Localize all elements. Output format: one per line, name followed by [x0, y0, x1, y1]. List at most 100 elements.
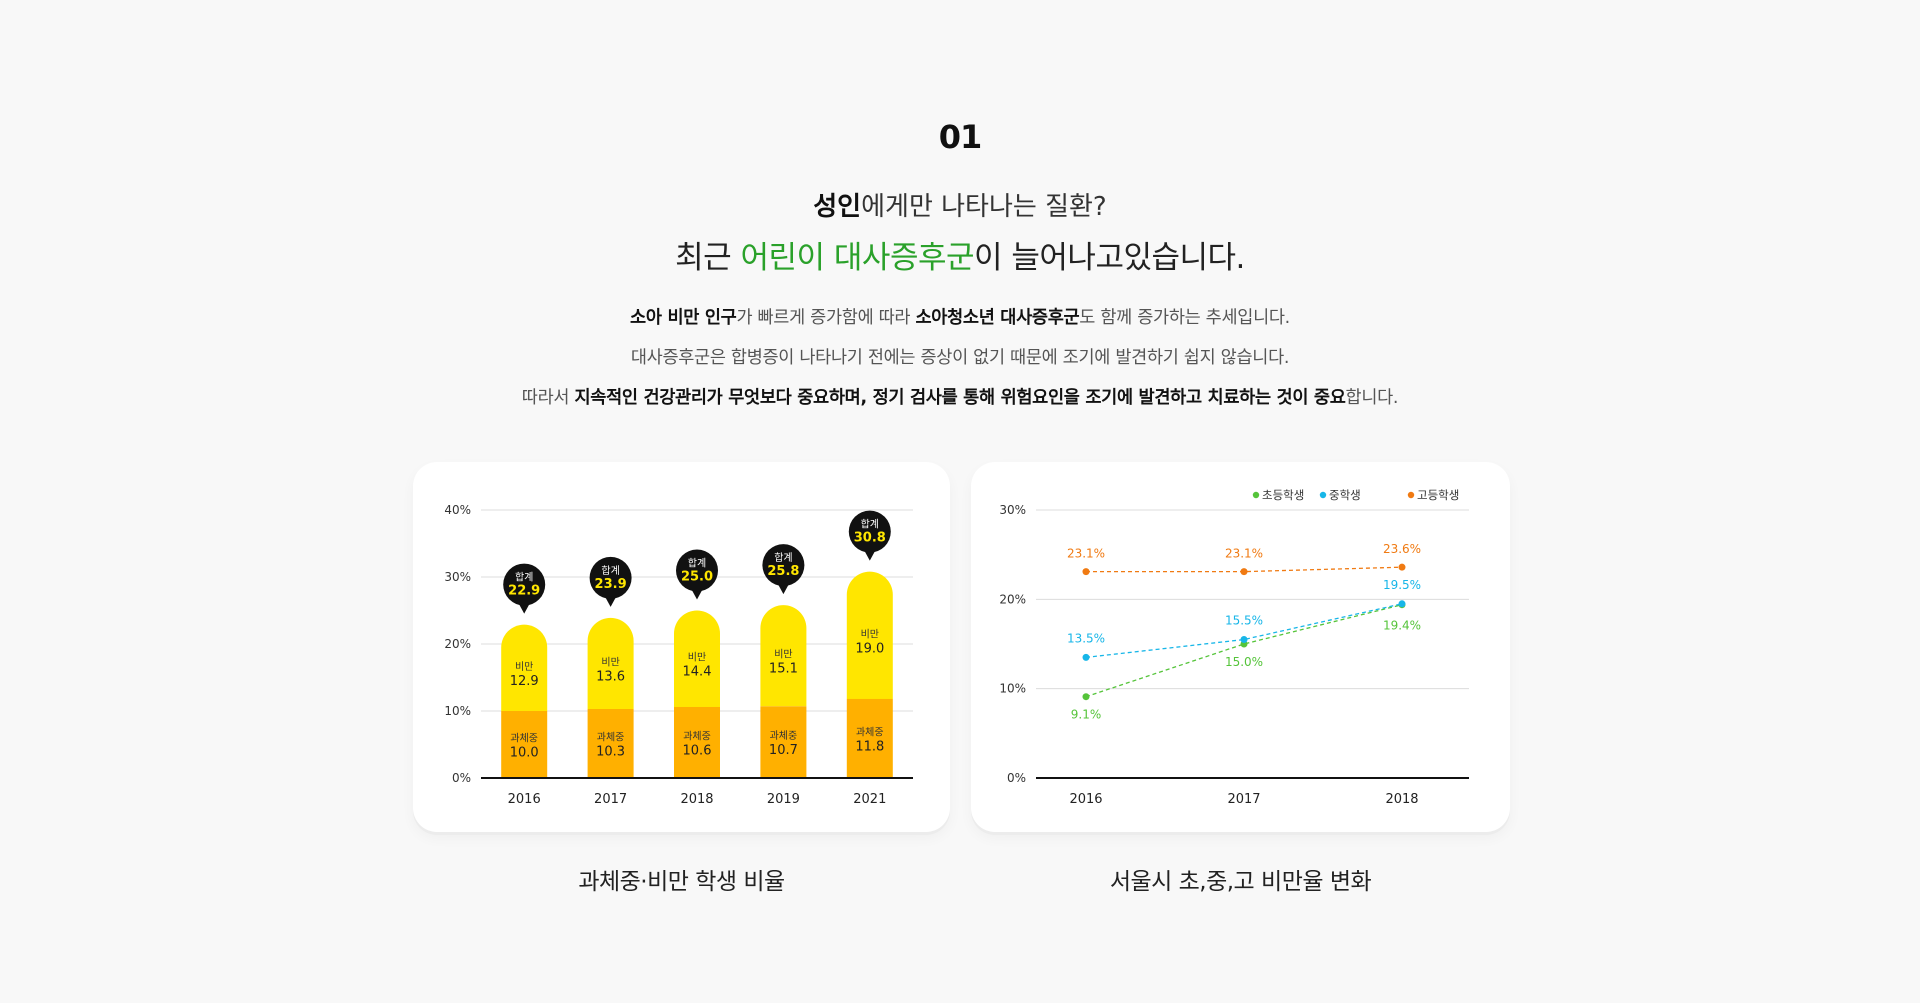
bar-obese-name: 비만: [861, 628, 879, 640]
heading-line1: 성인에게만 나타나는 질환?: [0, 186, 1920, 223]
bar-chart-card: 0% 10% 20% 30% 40% 과체중 10.0 비만 12.9 합계 22.9 2016 과체중…: [413, 462, 950, 832]
y-tick-label: 10%: [999, 682, 1026, 696]
x-tick-label: 2016: [508, 792, 541, 807]
legend-marker: [1252, 491, 1260, 499]
total-label: 합계: [861, 519, 879, 531]
bar-overweight-name: 과체중: [770, 730, 798, 742]
data-label: 9.1%: [1071, 708, 1102, 722]
total-label: 합계: [601, 565, 619, 577]
desc1-text2: 도 함께 증가하는 추세입니다.: [1079, 308, 1290, 328]
data-point: [1082, 653, 1090, 661]
x-tick-label: 2017: [594, 792, 627, 807]
legend-marker: [1407, 491, 1415, 499]
total-bubble: [762, 544, 805, 587]
heading-line1-rest: 에게만 나타나는 질환?: [861, 192, 1107, 222]
y-tick-label: 10%: [444, 704, 471, 718]
data-label: 23.1%: [1067, 547, 1105, 561]
bar-obese-value: 15.1: [769, 662, 798, 677]
y-tick-label: 30%: [999, 503, 1026, 517]
data-label: 19.5%: [1383, 578, 1421, 592]
total-label: 합계: [774, 552, 792, 564]
bar-overweight: [760, 706, 807, 778]
bar-overweight-name: 과체중: [856, 726, 884, 738]
heading-highlight: 어린이 대사증후군: [740, 240, 975, 276]
total-label: 합계: [515, 572, 533, 584]
bar-overweight-name: 과체중: [510, 733, 538, 745]
x-tick-label: 2017: [1227, 792, 1260, 807]
total-value: 25.8: [767, 564, 799, 579]
bar-overweight-name: 과체중: [683, 730, 711, 742]
data-point: [1398, 600, 1406, 608]
total-value: 25.0: [681, 570, 713, 585]
bar-obese-value: 12.9: [510, 674, 539, 689]
total-bubble: [848, 510, 891, 553]
bar-obese: [587, 617, 634, 709]
data-point: [1240, 568, 1248, 576]
series-line: [1085, 604, 1403, 698]
bar-obese-name: 비만: [601, 656, 619, 668]
x-tick-label: 2018: [680, 792, 713, 807]
desc3-text1: 따라서: [521, 388, 575, 408]
bar-overweight-value: 11.8: [855, 739, 884, 754]
bar-obese: [846, 571, 893, 699]
series-line: [1085, 603, 1403, 659]
line-chart: 0% 10% 20% 30% 2016 2017 2018 9.1% 15.0% 19.4% 13.…: [999, 488, 1469, 807]
description-line3: 따라서 지속적인 건강관리가 무엇보다 중요하며, 정기 검사를 통해 위험요인…: [0, 384, 1920, 409]
total-value: 22.9: [508, 584, 540, 599]
y-tick-label: 0%: [1007, 771, 1026, 785]
line-chart-caption: 서울시 초,중,고 비만율 변화: [1109, 869, 1372, 895]
y-tick-label: 20%: [999, 592, 1026, 606]
bar-overweight-name: 과체중: [597, 731, 625, 743]
x-tick-label: 2016: [1069, 792, 1102, 807]
heading-line2-post: 이 늘어나고있습니다.: [974, 240, 1245, 276]
data-point: [1398, 563, 1406, 571]
bar-obese-value: 14.4: [683, 665, 712, 680]
bar-chart-caption: 과체중·비만 학생 비율: [578, 869, 785, 895]
x-tick-label: 2018: [1385, 792, 1418, 807]
y-tick-label: 30%: [444, 570, 471, 584]
desc3-text2: 합니다.: [1345, 388, 1399, 408]
bar-chart: 0%10%20%30%40%과체중10.0비만12.9합계22.92016과체중…: [444, 503, 913, 807]
bar-overweight-value: 10.0: [510, 746, 539, 761]
data-point: [1082, 568, 1090, 576]
y-tick-label: 0%: [452, 771, 471, 785]
bar-overweight-value: 10.3: [596, 744, 625, 759]
data-point: [1082, 693, 1090, 701]
legend-label: 초등학생: [1262, 488, 1304, 502]
desc3-bold1: 지속적인 건강관리가 무엇보다 중요하며, 정기 검사를 통해 위험요인을 조기…: [574, 388, 1346, 408]
bar-overweight: [674, 706, 720, 778]
desc1-bold1: 소아 비만 인구: [630, 308, 737, 328]
data-label: 13.5%: [1067, 631, 1105, 645]
bar-overweight: [846, 698, 893, 778]
heading-line2-pre: 최근: [675, 240, 741, 276]
bar-obese-name: 비만: [774, 649, 792, 661]
desc1-bold2: 소아청소년 대사증후군: [915, 308, 1080, 328]
total-bubble: [676, 549, 718, 592]
desc1-text1: 가 빠르게 증가함에 따라: [736, 308, 916, 328]
data-label: 23.1%: [1225, 547, 1263, 561]
y-tick-label: 40%: [444, 503, 471, 517]
legend-label: 고등학생: [1417, 488, 1459, 502]
data-label: 15.0%: [1225, 655, 1263, 669]
total-value: 23.9: [595, 577, 627, 592]
total-bubble: [589, 556, 632, 599]
description-line2: 대사증후군은 합병증이 나타나기 전에는 증상이 없기 때문에 조기에 발견하기…: [630, 348, 1290, 368]
bar-obese-name: 비만: [688, 652, 706, 664]
bar-obese: [760, 605, 807, 707]
bar-overweight: [501, 711, 548, 778]
legend-marker: [1319, 491, 1327, 499]
data-point: [1240, 636, 1248, 644]
line-chart-card: 0% 10% 20% 30% 2016 2017 2018 9.1% 15.0% 19.4% 13.…: [971, 462, 1510, 832]
bar-overweight-value: 10.7: [769, 743, 798, 758]
bar-obese: [674, 610, 720, 707]
heading-line2: 최근 어린이 대사증후군이 늘어나고있습니다.: [0, 232, 1920, 277]
bar-obese: [501, 624, 548, 711]
bar-obese-value: 13.6: [596, 669, 625, 684]
section-number: 01: [938, 118, 983, 156]
total-label: 합계: [688, 558, 706, 570]
legend-label: 중학생: [1329, 488, 1361, 502]
y-tick-label: 20%: [444, 637, 471, 651]
x-tick-label: 2021: [853, 792, 886, 807]
data-label: 15.5%: [1225, 614, 1263, 628]
bar-overweight-value: 10.6: [683, 743, 712, 758]
